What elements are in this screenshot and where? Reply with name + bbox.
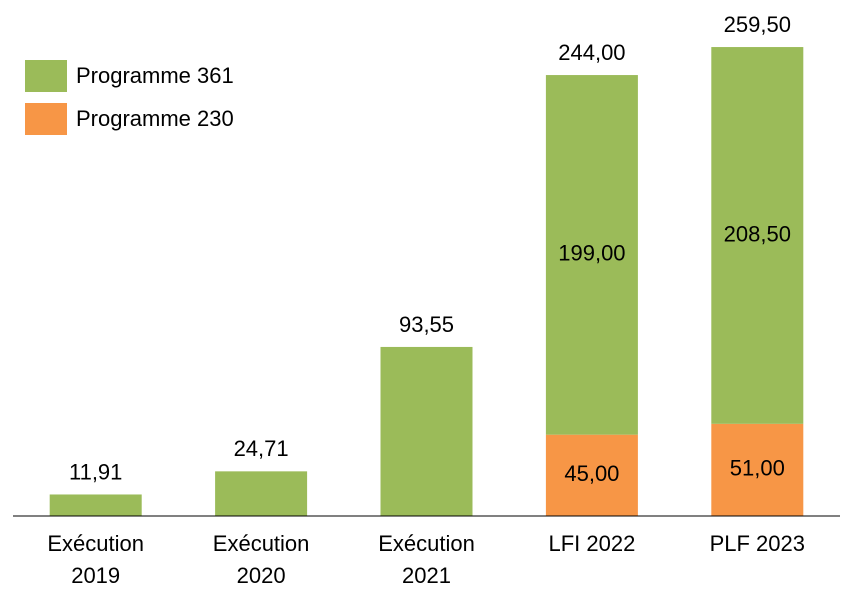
data-label: 93,55	[399, 312, 454, 337]
data-label: 199,00	[558, 241, 625, 266]
data-label: 24,71	[234, 436, 289, 461]
data-label: 51,00	[730, 456, 785, 481]
bar-segment	[711, 423, 804, 516]
x-tick-label: Exécution 2020	[212, 531, 310, 588]
bar-segment	[380, 346, 473, 516]
total-label: 244,00	[558, 40, 625, 65]
legend-swatch	[25, 103, 67, 135]
data-label: 45,00	[564, 461, 619, 486]
x-tick-label: PLF 2023	[709, 531, 805, 556]
bar-segment	[49, 494, 142, 516]
x-tick-label: Exécution 2021	[378, 531, 475, 588]
legend-label: Programme 230	[76, 106, 234, 131]
data-label: 208,50	[724, 221, 791, 246]
bar-segment	[711, 47, 804, 424]
data-label: 11,91	[69, 459, 122, 484]
x-tick-label: Exécution 2019	[47, 531, 144, 588]
total-label: 259,50	[724, 12, 791, 37]
x-tick-label: LFI 2022	[548, 531, 636, 556]
legend-swatch	[25, 60, 67, 92]
bar-segment	[545, 75, 638, 435]
bar-segment	[545, 434, 638, 516]
legend-label: Programme 361	[76, 63, 234, 88]
bar-segment	[215, 471, 308, 516]
